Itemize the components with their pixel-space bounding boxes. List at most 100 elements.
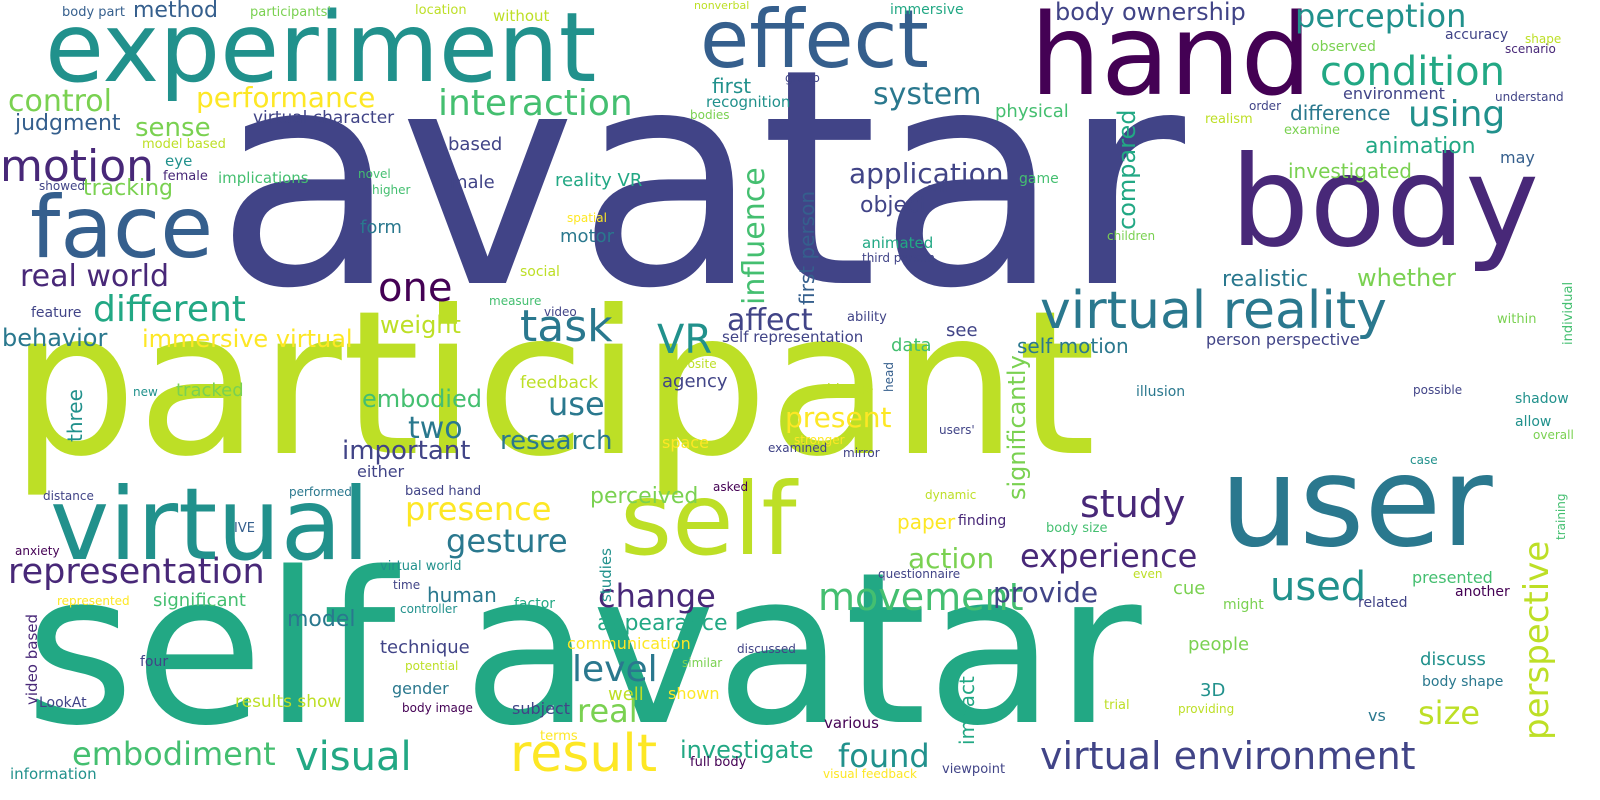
word-technique: technique xyxy=(380,637,470,658)
word-overall: overall xyxy=(1533,428,1574,442)
word-shown: shown xyxy=(668,684,720,703)
word-avatar: avatar xyxy=(215,5,1186,354)
word-examine: examine xyxy=(1284,123,1340,138)
word-real-world: real world xyxy=(20,259,169,294)
word-first: first xyxy=(712,74,752,98)
word-hand: hand xyxy=(1030,0,1312,121)
word-potential: potential xyxy=(405,659,459,673)
word-within: within xyxy=(1497,312,1537,327)
word-person-perspective: person perspective xyxy=(1206,330,1360,349)
word-stronger: stronger xyxy=(794,433,845,447)
word-self-representation: self representation xyxy=(722,328,864,346)
word-perspective: perspective xyxy=(1517,540,1557,740)
word-ive: IVE xyxy=(234,521,255,536)
word-based: based xyxy=(448,134,503,155)
word-motor: motor xyxy=(560,226,615,247)
word-perceived: perceived xyxy=(590,484,699,509)
word-self-motion: self motion xyxy=(1017,334,1129,358)
word-will: will xyxy=(928,181,948,195)
word-feedback: feedback xyxy=(520,373,599,393)
word-lookat: LookAt xyxy=(39,695,87,711)
word-accuracy: accuracy xyxy=(1445,27,1509,43)
word-spatial: spatial xyxy=(567,211,607,225)
word-animation: animation xyxy=(1365,134,1476,159)
word-communication: communication xyxy=(567,634,691,653)
word-discuss: discuss xyxy=(1420,649,1486,670)
word-subject: subject xyxy=(512,699,570,718)
word-body-ownership: body ownership xyxy=(1055,0,1246,26)
word-result: result xyxy=(510,724,658,784)
word-3d: 3D xyxy=(1200,680,1226,701)
word-physical: physical xyxy=(995,101,1069,122)
word-impact: impact xyxy=(955,676,979,745)
word-anxiety: anxiety xyxy=(15,544,60,558)
word-participant: participant xyxy=(10,268,1096,501)
word-feature: feature xyxy=(31,305,82,321)
word-discussed: discussed xyxy=(737,642,796,656)
word-shape: shape xyxy=(1525,32,1562,46)
word-case: case xyxy=(1410,453,1438,467)
word-whether: whether xyxy=(1357,264,1456,292)
word-embodiment: embodiment xyxy=(72,735,276,773)
word-virtual: virtual xyxy=(50,466,370,583)
word-allow: allow xyxy=(1515,414,1552,430)
word-finding: finding xyxy=(958,513,1007,529)
word-terms: terms xyxy=(540,729,578,744)
word-new: new xyxy=(133,385,158,399)
word-body-size: body size xyxy=(1046,521,1108,536)
word-level: level xyxy=(572,649,658,690)
word-questionnaire: questionnaire xyxy=(878,567,961,581)
word-interaction: interaction xyxy=(438,83,633,124)
word-one: one xyxy=(378,265,453,311)
word-condition: condition xyxy=(1320,49,1505,95)
word-embodied: embodied xyxy=(362,385,482,413)
word-results-show: results show xyxy=(235,692,342,712)
word-mirror: mirror xyxy=(843,446,880,460)
word-individual: individual xyxy=(1561,281,1576,345)
word-video-based: video based xyxy=(23,613,41,705)
word-training: training xyxy=(1554,493,1568,541)
word-children: children xyxy=(1107,229,1156,243)
word-paper: paper xyxy=(897,510,956,534)
word-model: model xyxy=(287,607,356,632)
word-self: self xyxy=(620,461,797,578)
word-environment: environment xyxy=(1343,84,1445,103)
word-tracked: tracked xyxy=(176,380,244,401)
word-virtual-reality: virtual reality xyxy=(1040,281,1387,341)
word-provide: provide xyxy=(993,576,1099,609)
word-recognition: recognition xyxy=(706,93,791,111)
word-investigate: investigate xyxy=(680,736,814,764)
word-reality-vr: reality VR xyxy=(555,170,643,191)
word-dynamic: dynamic xyxy=(925,488,977,502)
word-third-person: third person xyxy=(862,251,935,265)
word-form: form xyxy=(360,217,402,238)
word-performance: performance xyxy=(196,81,376,114)
word-participants: participants' xyxy=(250,5,331,20)
word-measure: measure xyxy=(489,294,542,308)
word-social: social xyxy=(520,264,560,280)
word-agency: agency xyxy=(662,371,728,392)
word-found: found xyxy=(838,737,930,775)
word-examined: examined xyxy=(768,441,828,455)
word-research: research xyxy=(500,426,613,456)
word-judgment: judgment xyxy=(15,111,121,136)
word-nonverbal: nonverbal xyxy=(694,0,750,12)
word-motion: motion xyxy=(0,141,155,192)
word-even: even xyxy=(1133,567,1163,581)
word-weight: weight xyxy=(380,311,461,339)
word-task: task xyxy=(520,301,613,352)
word-movement: movement xyxy=(818,575,1024,619)
word-location: location xyxy=(415,3,467,18)
word-body-shape: body shape xyxy=(1422,674,1504,690)
word-visual: visual xyxy=(295,734,412,780)
word-video: video xyxy=(544,305,577,319)
word-used: used xyxy=(1270,564,1367,610)
word-studies: studies xyxy=(597,548,615,602)
word-understand: understand xyxy=(1495,90,1564,104)
word-another: another xyxy=(1455,584,1510,600)
word-similar: similar xyxy=(682,656,723,670)
word-application: application xyxy=(849,157,1004,190)
word-affect: affect xyxy=(727,303,813,338)
word-presence: presence xyxy=(405,490,552,528)
word-represented: represented xyxy=(57,594,130,608)
